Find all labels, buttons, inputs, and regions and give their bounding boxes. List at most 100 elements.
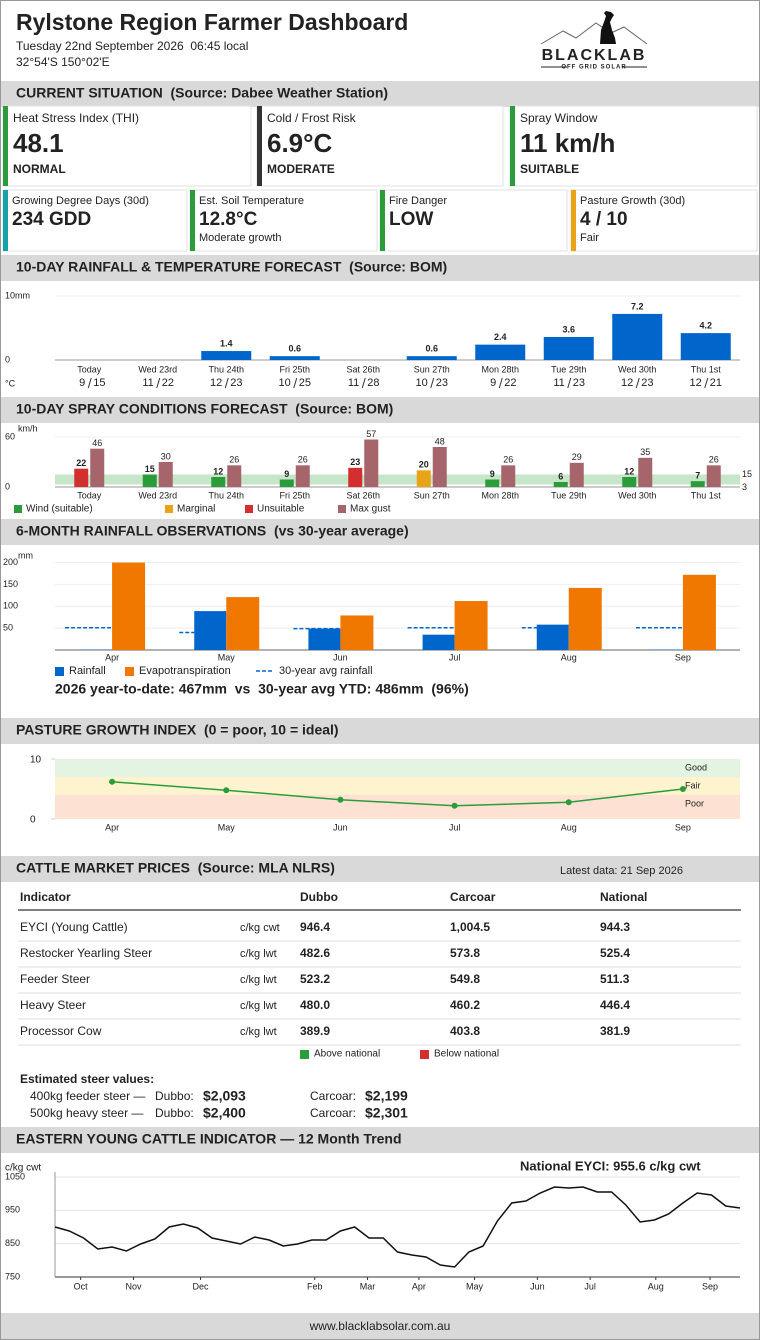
temp-max: 23 <box>641 377 653 389</box>
column-header: Indicator <box>20 890 71 904</box>
logo-dog <box>600 11 616 44</box>
temp-min: 11 <box>142 377 153 389</box>
gust-bar <box>158 462 173 487</box>
card <box>2 105 252 187</box>
indicator: EYCI (Young Cattle) <box>20 920 128 934</box>
section-bar <box>1 81 759 107</box>
wind-bar <box>553 482 568 487</box>
temp-min: 10 <box>416 377 428 389</box>
y-tick-label: 0 <box>30 815 36 826</box>
wind-bar <box>74 468 89 487</box>
et-bar <box>112 562 146 650</box>
indicator: Restocker Yearling Steer <box>20 946 152 960</box>
x-tick-label: Mar <box>360 1281 376 1291</box>
legend-label: Wind (suitable) <box>26 504 93 515</box>
price: 549.8 <box>450 972 480 986</box>
band-label: 3 <box>742 482 747 492</box>
indicator: Heavy Steer <box>20 998 86 1012</box>
et-bar <box>682 574 716 650</box>
gust-label: 26 <box>298 455 308 465</box>
logo: BLACKLAB OFF GRID SOLAR <box>540 11 648 71</box>
temp-separator <box>224 377 229 389</box>
unit: c/kg lwt <box>240 1000 277 1012</box>
day-label: Sun 27th <box>414 364 450 374</box>
y-tick-label: 10mm <box>5 290 30 300</box>
gust-label: 46 <box>92 438 102 448</box>
wind-label: 12 <box>624 466 634 476</box>
day-label: Mon 28th <box>481 364 519 374</box>
gust-label: 29 <box>572 452 582 462</box>
card-label: Cold / Frost Risk <box>267 111 357 125</box>
steer-label: 400kg feeder steer — <box>30 1089 145 1103</box>
month-label: Sep <box>675 822 691 832</box>
steer-place: Carcoar: <box>310 1089 356 1103</box>
bar-label: 0.6 <box>425 344 438 354</box>
bar <box>680 333 731 360</box>
wind-bar <box>279 479 294 487</box>
gust-label: 26 <box>503 455 513 465</box>
card-value: 48.1 <box>13 128 64 158</box>
gust-bar <box>501 465 516 487</box>
day-label: Wed 23rd <box>138 490 177 500</box>
price: 480.0 <box>300 998 330 1012</box>
wind-bar <box>485 479 500 487</box>
et-bar <box>340 615 374 650</box>
section-title: EASTERN YOUNG CATTLE INDICATOR — 12 Mont… <box>16 1131 402 1147</box>
steer-place: Dubbo: <box>155 1089 194 1103</box>
month-label: Jun <box>333 652 348 662</box>
wind-label: 9 <box>284 469 289 479</box>
month-label: Apr <box>105 652 119 662</box>
rain-bar <box>536 624 569 650</box>
card-accent <box>257 106 262 186</box>
temp-min: 11 <box>348 377 359 389</box>
x-tick-label: Aug <box>648 1281 664 1291</box>
price-national: 511.3 <box>600 972 630 986</box>
y-tick-label: 10 <box>30 755 42 766</box>
price: 1,004.5 <box>450 920 490 934</box>
month-label: Jun <box>333 822 348 832</box>
temp-separator <box>156 377 161 389</box>
pasture-point <box>565 799 572 806</box>
bar-label: 3.6 <box>562 324 575 334</box>
wind-bar <box>211 477 226 487</box>
wind-bar <box>622 477 637 487</box>
day-label: Wed 30th <box>618 490 656 500</box>
x-tick-label: Apr <box>412 1281 426 1291</box>
card <box>570 189 758 252</box>
legend-swatch <box>245 505 253 513</box>
day-label: Wed 30th <box>618 364 656 374</box>
y-tick-label: 0 <box>5 354 10 364</box>
temp-separator <box>498 377 503 389</box>
bar <box>543 336 594 360</box>
card-label: Spray Window <box>520 111 598 125</box>
section-title: 6-MONTH RAINFALL OBSERVATIONS (vs 30-yea… <box>16 523 409 539</box>
day-label: Today <box>77 364 102 374</box>
section-title: PASTURE GROWTH INDEX (0 = poor, 10 = ide… <box>16 722 339 738</box>
steer-value: $2,093 <box>203 1088 246 1104</box>
unit: c/kg lwt <box>240 948 277 960</box>
bar <box>269 356 320 360</box>
day-label: Tue 29th <box>551 490 586 500</box>
card-note: Moderate growth <box>199 232 282 244</box>
wind-label: 15 <box>145 464 155 474</box>
wind-bar <box>416 470 431 487</box>
gust-bar <box>432 447 447 487</box>
pasture-point <box>337 796 344 803</box>
band <box>55 759 740 777</box>
temp-separator <box>635 377 640 389</box>
price-national: 446.4 <box>600 998 630 1012</box>
section-bar <box>1 1127 759 1153</box>
legend-swatch <box>125 667 134 676</box>
card <box>379 189 568 252</box>
card-status: MODERATE <box>267 162 335 176</box>
pasture-point <box>109 778 116 785</box>
band-label: Good <box>685 762 707 772</box>
steer-value: $2,301 <box>365 1105 408 1121</box>
day-label: Mon 28th <box>481 490 519 500</box>
gust-label: 35 <box>640 447 650 457</box>
band-label: Poor <box>685 798 704 808</box>
band <box>55 795 740 819</box>
gust-bar <box>364 439 379 487</box>
rain-bar <box>308 628 341 650</box>
band-label: Fair <box>685 780 701 790</box>
